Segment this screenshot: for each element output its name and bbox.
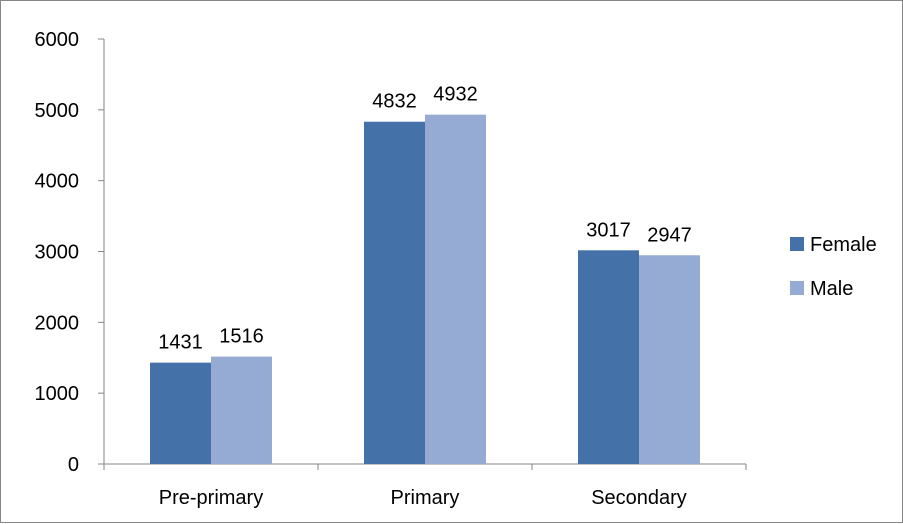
data-label: 1431 <box>158 332 203 354</box>
bars <box>150 114 700 465</box>
y-tick-label: 4000 <box>35 171 80 193</box>
data-label: 1516 <box>219 326 264 348</box>
legend: Female Male <box>790 234 877 300</box>
data-label: 4932 <box>433 84 478 106</box>
x-axis: Pre-primary Primary Secondary <box>103 463 747 509</box>
y-tick-label: 0 <box>68 454 79 476</box>
bar-male-secondary <box>639 255 700 464</box>
data-label: 2947 <box>647 224 692 246</box>
y-tick-label: 2000 <box>35 312 80 334</box>
legend-swatch-male <box>790 281 804 295</box>
legend-label-male: Male <box>810 278 853 300</box>
bar-female-pre-primary <box>150 362 211 464</box>
bar-female-primary <box>364 121 425 464</box>
y-tick-label: 5000 <box>35 100 80 122</box>
legend-swatch-female <box>790 237 804 251</box>
x-category-label: Pre-primary <box>159 487 263 509</box>
x-category-label: Primary <box>391 487 460 509</box>
bar-female-secondary <box>578 250 639 464</box>
bar-male-pre-primary <box>211 356 272 464</box>
bar-male-primary <box>425 114 486 465</box>
y-tick-label: 3000 <box>35 242 80 264</box>
data-labels: 1431 1516 4832 4932 3017 2947 <box>158 84 692 354</box>
legend-label-female: Female <box>810 234 877 256</box>
y-tick-label: 1000 <box>35 383 80 405</box>
x-category-label: Secondary <box>591 487 687 509</box>
data-label: 3017 <box>586 219 631 241</box>
y-axis: 0 1000 2000 3000 4000 5000 6000 <box>35 29 105 476</box>
y-tick-label: 6000 <box>35 29 80 51</box>
data-label: 4832 <box>372 91 417 113</box>
